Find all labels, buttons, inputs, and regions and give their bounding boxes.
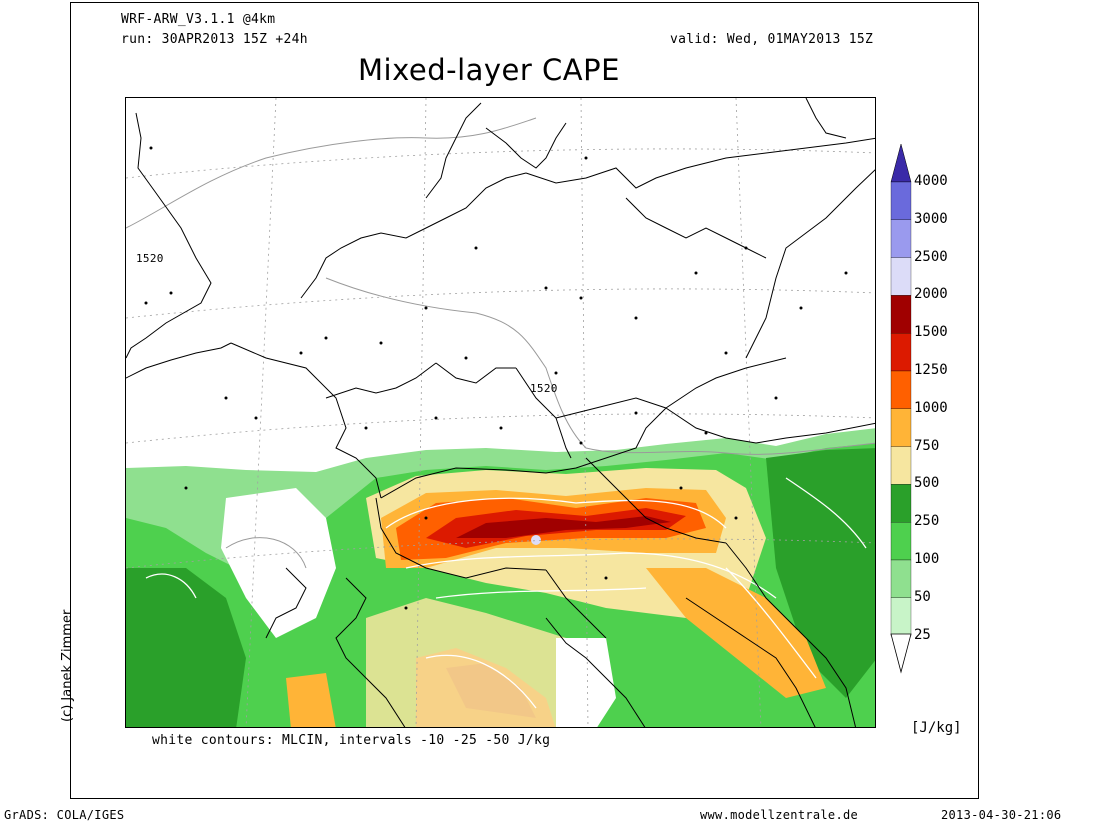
colorbar-swatch — [890, 333, 912, 372]
colorbar-unit: [J/kg] — [911, 720, 962, 736]
cape-region-darkgreen-west — [126, 568, 246, 727]
colorbar-tick-label: 100 — [914, 551, 940, 567]
colorbar-swatch — [890, 219, 912, 258]
colorbar-swatch — [890, 559, 912, 598]
cape-region-white-patch — [221, 488, 336, 638]
footer-website: www.modellzentrale.de — [700, 808, 859, 822]
colorbar-tick-label: 1250 — [914, 362, 948, 378]
coastlines-borders — [126, 98, 875, 727]
colorbar-swatch — [890, 446, 912, 485]
mlcin-contours — [145, 477, 867, 709]
cape-max-lavender — [531, 535, 541, 545]
cape-region-tan-italy — [366, 598, 586, 727]
colorbar: 4000 3000 2500 2000 1500 1250 1000 750 500 250 100… — [890, 144, 970, 674]
colorbar-swatch — [890, 408, 912, 447]
colorbar-swatch — [890, 295, 912, 334]
colorbar-swatch — [890, 597, 912, 636]
colorbar-tick-label: 50 — [914, 588, 931, 605]
colorbar-tick-label: 4000 — [914, 173, 948, 189]
cape-region-white-sea — [556, 638, 616, 727]
footer-software: GrADS: COLA/IGES — [4, 808, 125, 822]
cape-shading — [126, 428, 875, 727]
map-canvas — [126, 98, 875, 727]
colorbar-bottom-arrow — [890, 633, 912, 674]
map-panel: 1520 1520 — [125, 97, 876, 728]
cape-region-darkgreen-east — [766, 448, 875, 698]
cape-region-darkred — [456, 516, 671, 538]
plot-frame — [70, 2, 979, 799]
colorbar-tick-label: 250 — [914, 513, 940, 530]
author-credit: (c) Janek Zimmer — [60, 609, 75, 722]
colorbar-tick-label: 3000 — [914, 210, 948, 227]
colorbar-swatch — [890, 181, 912, 220]
colorbar-tick-label: 1500 — [914, 324, 948, 341]
colorbar-tick-label: 2500 — [914, 248, 948, 265]
colorbar-swatch — [890, 257, 912, 296]
colorbar-tick-label: 25 — [914, 626, 931, 643]
colorbar-swatch — [890, 484, 912, 523]
colorbar-tick-label: 2000 — [914, 286, 948, 303]
colorbar-swatch — [890, 370, 912, 409]
colorbar-top-arrow — [890, 144, 912, 183]
cape-region-orange-southwest — [286, 673, 336, 727]
colorbar-swatch — [890, 522, 912, 561]
contour-label: 1520 — [136, 252, 164, 265]
mlcin-note: white contours: MLCIN, intervals -10 -25… — [152, 733, 551, 748]
contour-label: 1520 — [530, 382, 558, 395]
city-markers — [144, 146, 848, 610]
model-label: WRF-ARW_V3.1.1 @4km — [121, 12, 276, 27]
map-title: Mixed-layer CAPE — [358, 53, 620, 87]
geopotential-contour — [126, 117, 875, 569]
run-label: run: 30APR2013 15Z +24h — [121, 32, 308, 47]
colorbar-tick-label: 750 — [914, 437, 940, 454]
colorbar-swatches — [890, 144, 912, 674]
valid-label: valid: Wed, 01MAY2013 15Z — [670, 32, 874, 47]
colorbar-tick-label: 1000 — [914, 399, 948, 416]
footer-timestamp: 2013-04-30-21:06 — [941, 808, 1062, 822]
colorbar-tick-label: 500 — [914, 475, 940, 492]
